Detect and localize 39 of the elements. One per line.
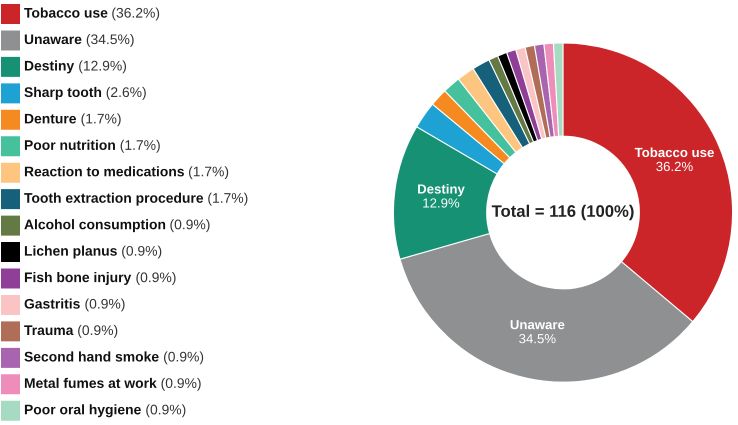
- data-label: (1.7%): [188, 166, 228, 180]
- legend-label: Unaware: [24, 34, 82, 44]
- data-label: (36.2%): [112, 8, 160, 20]
- data-label: (0.9%): [78, 324, 118, 338]
- data-label: (0.9%): [146, 404, 186, 418]
- legend-label: Second hand smoke: [24, 351, 159, 362]
- data-label: (34.5%): [86, 34, 134, 47]
- text: 34.5%: [519, 334, 556, 344]
- legend-label: Tobacco use: [24, 8, 108, 18]
- data-label: (0.9%): [122, 246, 162, 259]
- legend-label: Poor nutrition: [24, 140, 115, 150]
- legend-label: Gastritis: [24, 298, 80, 309]
- legend-label: Reaction to medications: [24, 166, 184, 176]
- data-label: (0.9%): [170, 219, 210, 232]
- legend-label: Sharp tooth: [24, 86, 102, 100]
- slice-label: Destiny: [418, 184, 465, 196]
- data-label: (0.9%): [164, 351, 204, 364]
- text: 36.2%: [656, 162, 693, 172]
- legend-label: Lichen planus: [24, 246, 117, 259]
- slice-label: Unaware: [510, 320, 564, 330]
- data-label: (12.9%): [79, 60, 126, 74]
- data-label: (1.7%): [120, 140, 160, 153]
- legend-label: Alcohol consumption: [24, 219, 166, 232]
- slice-label: Tobacco use: [634, 147, 714, 158]
- data-label: (0.9%): [85, 298, 125, 312]
- legend-label: Fish bone injury: [24, 272, 132, 285]
- legend-label: Trauma: [24, 325, 74, 336]
- data-label: (0.9%): [161, 378, 201, 391]
- legend-label: Tooth extraction procedure: [24, 192, 204, 206]
- text: Total = 116 (100%): [492, 204, 634, 220]
- text: 12.9%: [423, 198, 460, 208]
- legend-label: Metal fumes at work: [24, 378, 157, 388]
- data-label: (2.6%): [106, 86, 146, 100]
- legend-label: Destiny: [24, 60, 74, 74]
- legend-label: Poor oral hygiene: [24, 404, 141, 418]
- legend-label: Denture: [24, 114, 76, 124]
- data-label: (0.9%): [136, 272, 176, 285]
- data-label: (1.7%): [208, 192, 248, 206]
- data-label: (1.7%): [81, 113, 121, 126]
